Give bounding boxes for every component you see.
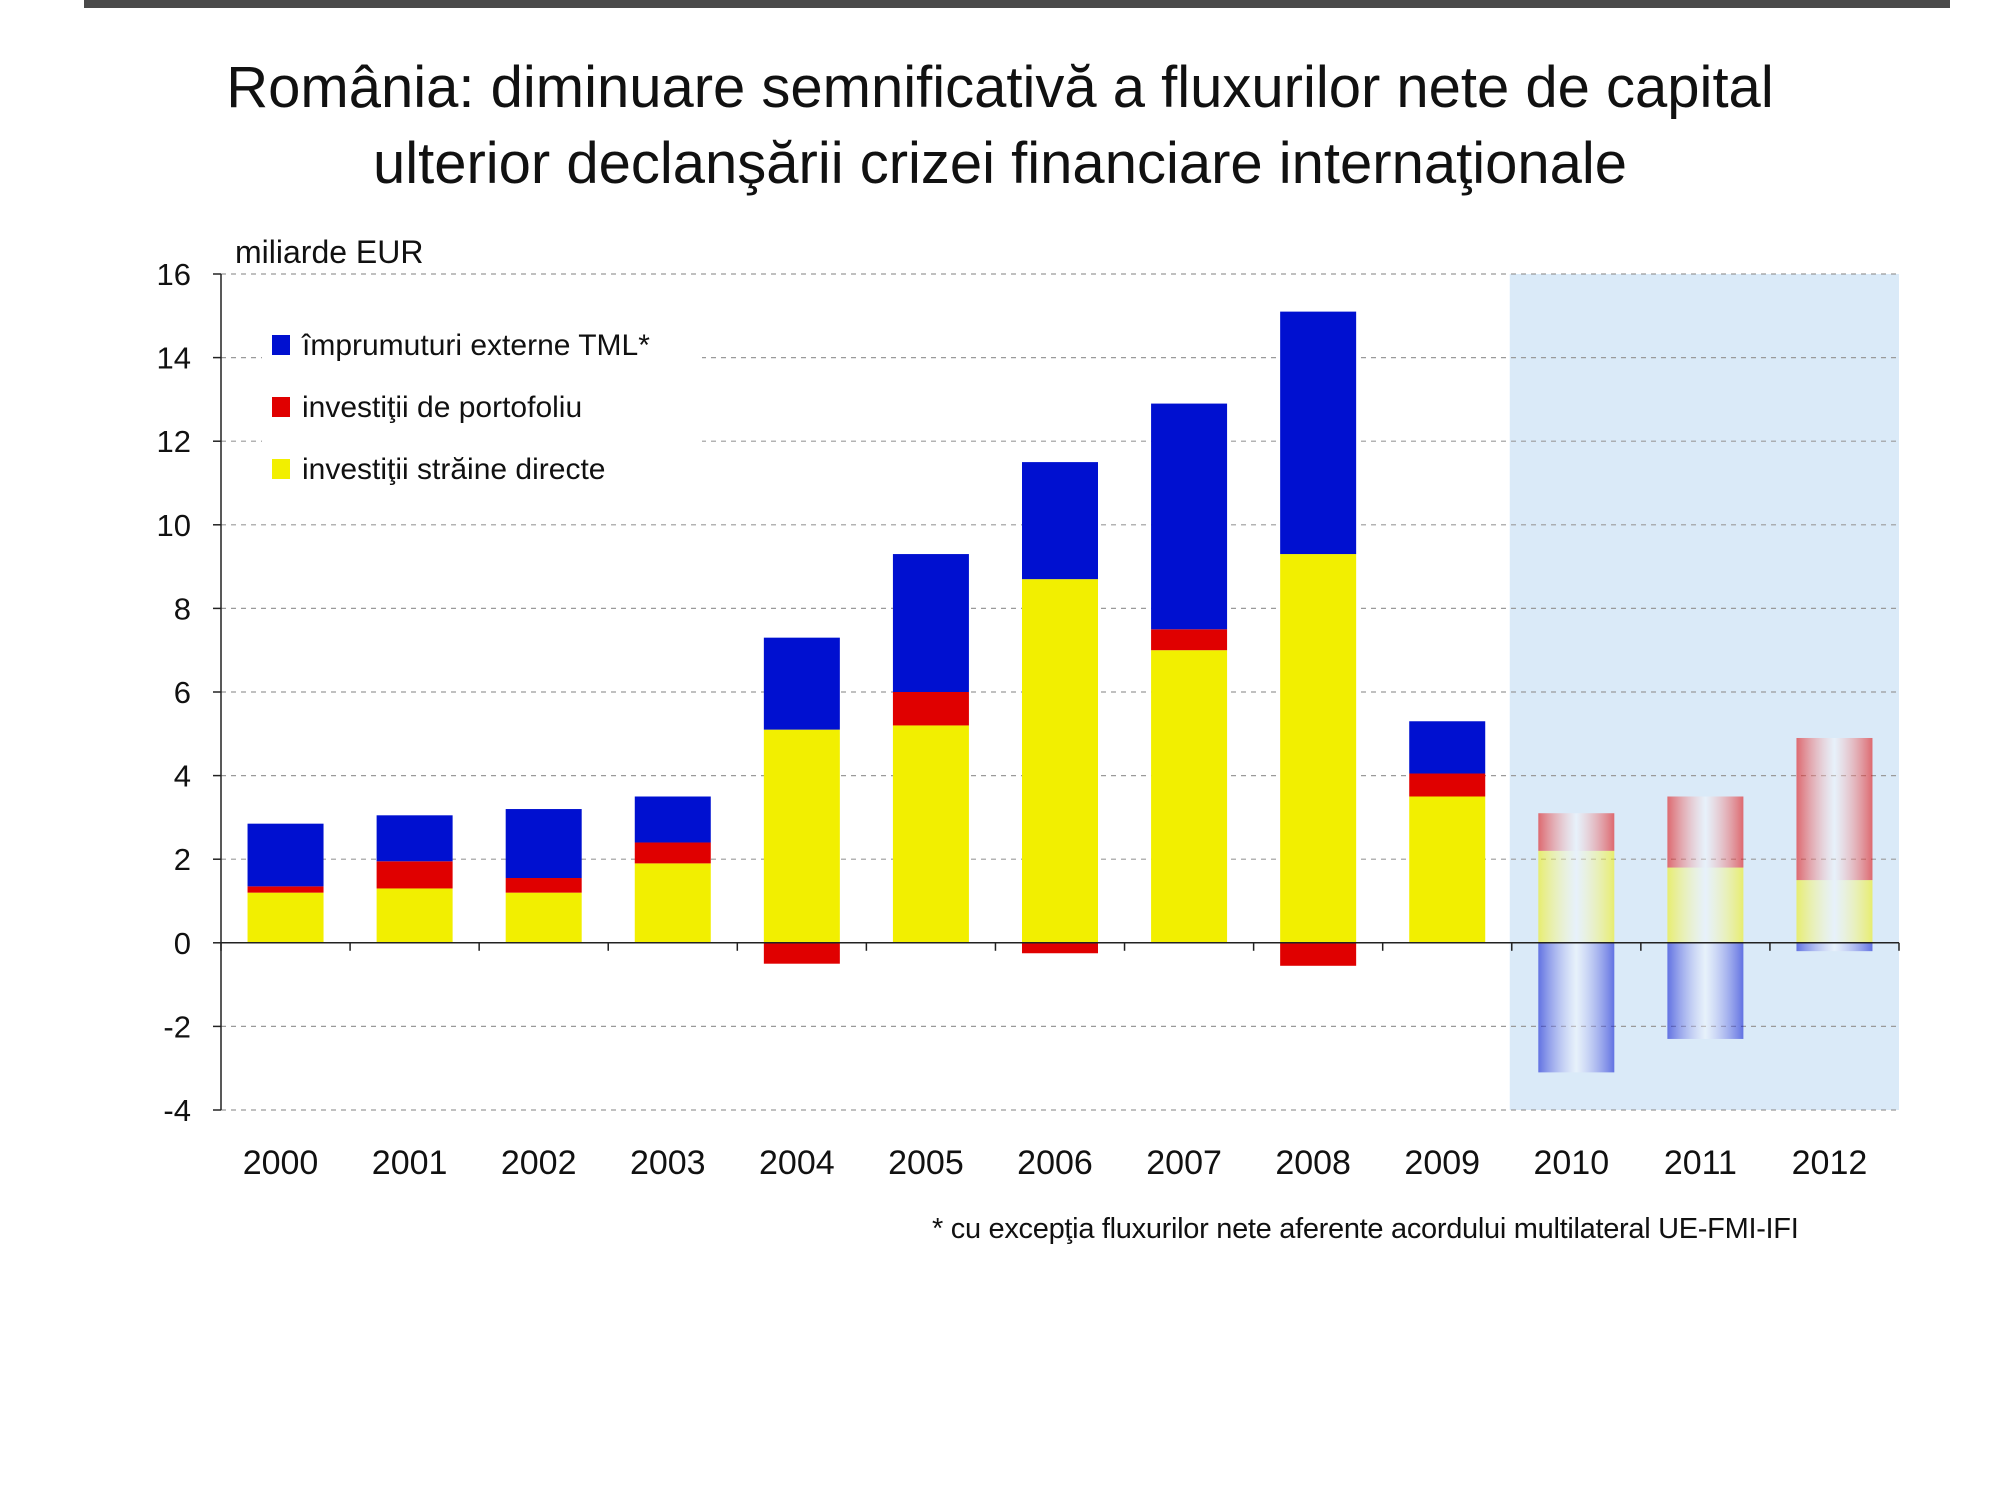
legend-label: investiţii străine directe: [302, 453, 605, 486]
legend-swatch: [272, 397, 290, 417]
legend-label: împrumuturi externe TML*: [301, 329, 650, 362]
x-tick-label: 2004: [759, 1144, 835, 1182]
y-unit-label: miliarde EUR: [235, 234, 423, 270]
title-line-1: România: diminuare semnificativă a fluxu…: [226, 55, 1774, 120]
bar-segment-2009: [1409, 773, 1486, 797]
bar-segment-2011: [1667, 942, 1744, 1039]
y-tick-label: 0: [174, 926, 191, 961]
bar-segment-2000: [247, 886, 324, 893]
top-rule: [84, 0, 1950, 8]
bar-segment-2007: [1151, 650, 1228, 943]
bar-segment-2007: [1151, 629, 1228, 651]
bar-segment-2010: [1538, 942, 1615, 1073]
bar-segment-2002: [505, 809, 582, 879]
x-tick-label: 2006: [1017, 1144, 1093, 1182]
x-tick-label: 2000: [243, 1144, 319, 1182]
bar-segment-2005: [892, 725, 969, 943]
x-tick-label: 2003: [630, 1144, 706, 1182]
bar-segment-2003: [634, 796, 711, 843]
bar-segment-2012: [1796, 880, 1873, 943]
bar-segment-2008: [1280, 554, 1357, 943]
y-tick-label: 2: [174, 842, 191, 877]
bar-segment-2007: [1151, 403, 1228, 630]
title-line-2: ulterior declanşării crizei financiare i…: [372, 131, 1628, 196]
x-tick-label: 2011: [1664, 1144, 1737, 1182]
bar-segment-2001: [376, 888, 453, 943]
bar-segment-2004: [763, 729, 840, 943]
y-tick-label: 10: [157, 508, 191, 543]
bar-segment-2010: [1538, 813, 1615, 851]
bar-segment-2009: [1409, 721, 1486, 774]
x-tick-label: 2012: [1792, 1144, 1868, 1182]
bar-segment-2004: [763, 637, 840, 730]
bar-segment-2000: [247, 823, 324, 887]
bar-segment-2002: [505, 878, 582, 893]
bar-segment-2006: [1022, 462, 1098, 580]
y-tick-label: 6: [174, 675, 191, 710]
bar-segment-2005: [892, 554, 969, 692]
bar-segment-2002: [505, 892, 582, 943]
bar-segment-2010: [1538, 850, 1615, 943]
legend-swatch: [272, 335, 290, 355]
bar-segment-2011: [1667, 796, 1744, 868]
footnote: * cu excepţia fluxurilor nete aferente a…: [932, 1213, 1799, 1245]
bar-segment-2006: [1022, 579, 1098, 943]
x-tick-label: 2001: [372, 1144, 448, 1182]
bar-segment-2001: [376, 861, 453, 889]
y-tick-label: -2: [163, 1009, 191, 1044]
y-tick-label: 14: [157, 341, 191, 376]
y-tick-label: 8: [174, 591, 191, 626]
bar-segment-2004: [763, 942, 840, 964]
legend-background: [262, 318, 702, 498]
bar-segment-2001: [376, 815, 453, 862]
x-tick-label: 2010: [1533, 1144, 1609, 1182]
y-tick-label: 4: [174, 759, 191, 794]
bar-segment-2000: [247, 892, 324, 943]
bar-segment-2003: [634, 863, 711, 943]
x-tick-label: 2008: [1275, 1144, 1351, 1182]
y-tick-label: 12: [157, 424, 191, 459]
legend-swatch: [272, 459, 290, 479]
bar-segment-2003: [634, 842, 711, 864]
bar-segment-2012: [1796, 737, 1873, 881]
page-title: România: diminuare semnificativă a fluxu…: [0, 50, 2000, 202]
bar-segment-2009: [1409, 796, 1486, 943]
bar-segment-2012: [1796, 942, 1873, 952]
x-tick-label: 2002: [501, 1144, 577, 1182]
bar-segment-2008: [1280, 942, 1357, 966]
bar-segment-2006: [1022, 942, 1098, 954]
bar-segment-2008: [1280, 311, 1357, 555]
x-tick-label: 2009: [1404, 1144, 1480, 1182]
bar-segment-2005: [892, 692, 969, 726]
bar-segment-2011: [1667, 867, 1744, 943]
x-tick-label: 2005: [888, 1144, 964, 1182]
y-tick-label: -4: [163, 1093, 191, 1128]
y-tick-label: 16: [157, 257, 191, 292]
legend-label: investiţii de portofoliu: [302, 391, 582, 424]
x-tick-label: 2007: [1146, 1144, 1222, 1182]
